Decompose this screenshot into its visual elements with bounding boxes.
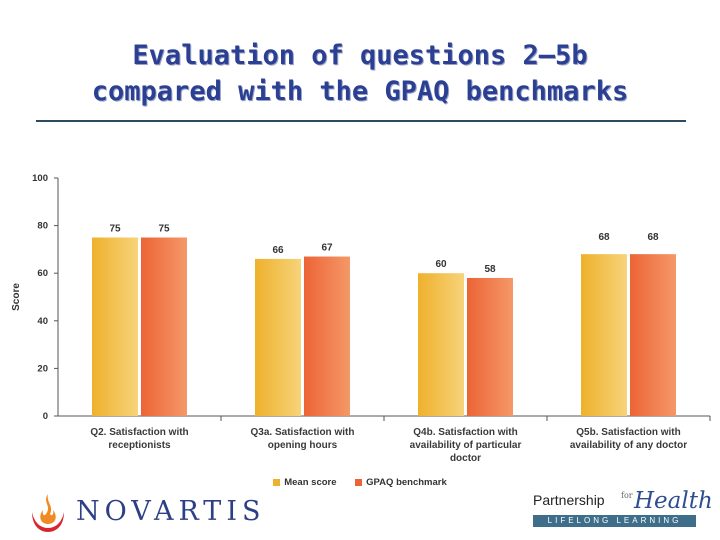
legend-label-benchmark: GPAQ benchmark: [366, 477, 447, 488]
x-category-label-line: Q2. Satisfaction with: [90, 427, 189, 438]
data-label: 75: [158, 224, 170, 235]
bar-benchmark: [630, 254, 676, 416]
x-category-label-line: opening hours: [267, 440, 338, 451]
data-label: 67: [321, 243, 333, 254]
novartis-logo: NOVARTIS: [28, 490, 268, 534]
novartis-flame-icon: [32, 494, 64, 532]
bar-chart: 0 20 40 60 80 100 Score 75 75 66 67 60 58 68 68: [11, 173, 711, 422]
legend-swatch-mean: [273, 479, 281, 486]
x-category-label-line: Q5b. Satisfaction with: [576, 427, 681, 438]
data-label: 68: [647, 232, 659, 243]
title-line-2: compared with the GPAQ benchmarks: [91, 76, 629, 107]
y-tick-label: 60: [37, 268, 48, 279]
y-tick-label: 100: [32, 173, 48, 184]
y-axis-label: Score: [11, 283, 22, 311]
chart-data-labels: 75 75 66 67 60 58 68 68: [109, 224, 659, 275]
legend-swatch-benchmark: [355, 479, 363, 486]
partnership-for-health-logo: Partnership for Health LIFELONG LEARNING: [530, 488, 713, 532]
legend-item-mean: Mean score: [273, 477, 337, 488]
x-category-label-line: Q4b. Satisfaction with: [413, 427, 518, 438]
legend-label-mean: Mean score: [284, 477, 337, 488]
x-category-label: Q3a. Satisfaction with opening hours: [228, 426, 378, 452]
title-line-1: Evaluation of questions 2–5b: [132, 40, 588, 71]
y-tick-label: 20: [37, 363, 48, 374]
bar-mean: [92, 237, 138, 416]
y-tick-label: 0: [43, 411, 48, 422]
x-category-label: Q4b. Satisfaction with availability of pa…: [391, 426, 541, 465]
x-category-label-line: doctor: [449, 453, 482, 464]
slide-title: Evaluation of questions 2–5b compared wi…: [0, 38, 720, 110]
legend-item-benchmark: GPAQ benchmark: [355, 477, 447, 488]
data-label: 75: [109, 224, 121, 235]
data-label: 66: [272, 245, 284, 256]
bar-mean: [255, 258, 301, 416]
title-divider: [36, 120, 686, 122]
bar-benchmark: [141, 237, 187, 416]
x-category-label: Q5b. Satisfaction with availability of an…: [554, 426, 704, 452]
pfh-lifelong-learning-band: LIFELONG LEARNING: [533, 515, 696, 527]
x-category-label-line: availability of any doctor: [569, 440, 688, 451]
pfh-health-text: Health: [634, 488, 713, 514]
y-tick-label: 80: [37, 221, 48, 232]
x-category-label: Q2. Satisfaction with receptionists: [65, 426, 215, 452]
bar-mean: [418, 273, 464, 416]
pfh-for-text: for: [621, 491, 633, 500]
bar-benchmark: [304, 256, 350, 416]
chart-bars: [92, 237, 676, 416]
data-label: 58: [484, 264, 496, 275]
x-category-label-line: Q3a. Satisfaction with: [250, 427, 355, 438]
x-category-label-line: receptionists: [108, 440, 171, 451]
data-label: 68: [598, 232, 610, 243]
bar-mean: [581, 254, 627, 416]
y-tick-label: 40: [37, 316, 48, 327]
chart-legend: Mean score GPAQ benchmark: [0, 477, 720, 489]
x-category-label-line: availability of particular: [409, 440, 522, 451]
bar-benchmark: [467, 277, 513, 416]
novartis-wordmark: NOVARTIS: [76, 496, 266, 527]
data-label: 60: [435, 259, 447, 270]
pfh-partnership-text: Partnership: [533, 492, 605, 508]
